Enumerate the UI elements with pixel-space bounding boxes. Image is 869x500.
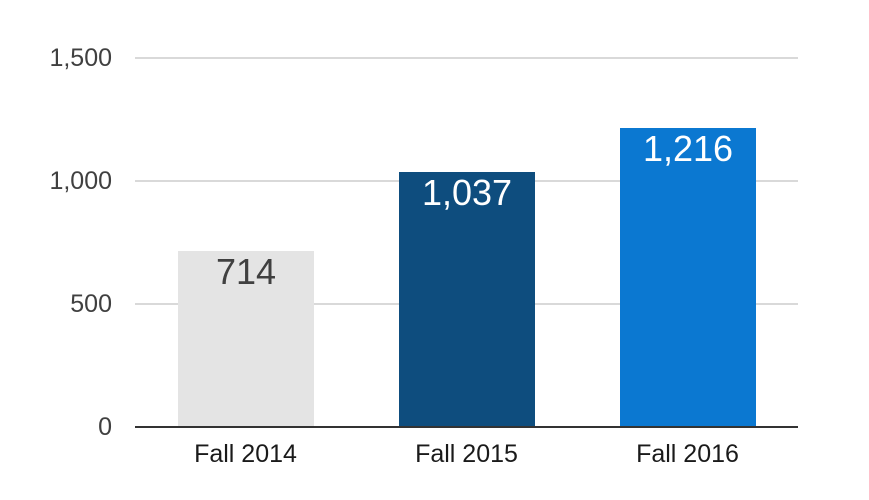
bar-value-label: 1,037 bbox=[421, 172, 513, 213]
x-axis-category-label: Fall 2014 bbox=[194, 440, 297, 468]
y-axis-tick-label: 0 bbox=[98, 413, 112, 441]
bar-column: 1,216 bbox=[620, 128, 756, 427]
bar-column: 1,037 bbox=[399, 172, 535, 427]
x-axis-category-label: Fall 2016 bbox=[636, 440, 739, 468]
x-axis-category-label: Fall 2015 bbox=[415, 440, 518, 468]
y-axis-tick-label: 1,500 bbox=[49, 44, 112, 72]
y-gridline bbox=[135, 57, 798, 59]
bar-value-label: 714 bbox=[215, 251, 277, 292]
bar-value-label: 1,216 bbox=[642, 128, 734, 169]
y-axis-tick-label: 1,000 bbox=[49, 167, 112, 195]
y-axis-tick-label: 500 bbox=[70, 290, 112, 318]
x-axis-baseline bbox=[135, 426, 798, 428]
bar-column: 714 bbox=[178, 251, 314, 427]
